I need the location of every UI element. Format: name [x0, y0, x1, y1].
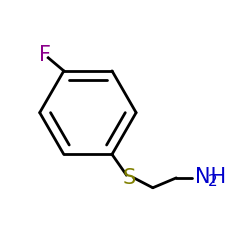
Text: 2: 2 — [208, 174, 218, 189]
Text: F: F — [39, 45, 51, 65]
Text: S: S — [123, 168, 136, 188]
Text: NH: NH — [195, 167, 226, 187]
